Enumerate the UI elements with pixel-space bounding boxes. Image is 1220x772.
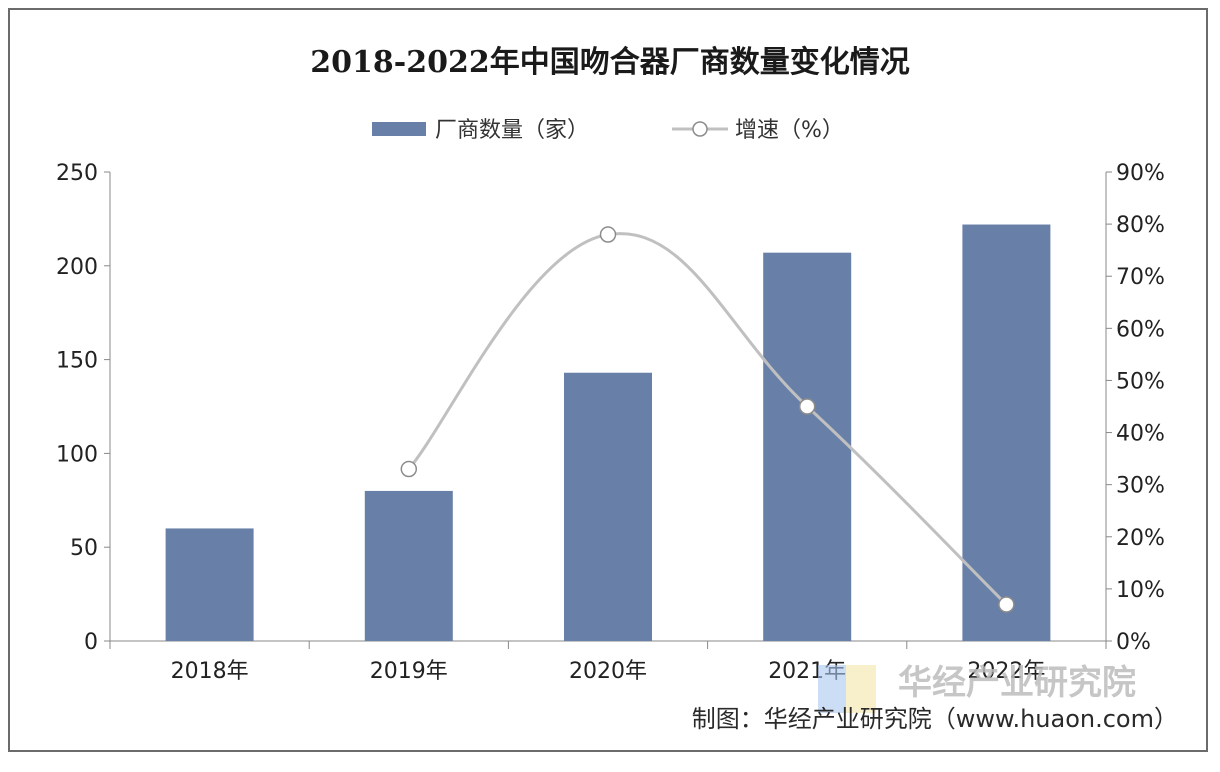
chart-title: 2018-2022年中国吻合器厂商数量变化情况	[310, 45, 909, 80]
bar-2019年	[364, 490, 453, 641]
source-note: 制图：华经产业研究院（www.huaon.com）	[692, 705, 1178, 733]
right-axis-tick-label: 40%	[1116, 422, 1165, 447]
bar-2020年	[564, 372, 652, 641]
x-axis-label: 2019年	[370, 659, 448, 684]
right-axis-tick-label: 0%	[1116, 630, 1151, 655]
right-axis-tick-label: 80%	[1116, 213, 1165, 238]
right-axis-tick-label: 50%	[1116, 369, 1165, 394]
legend-bar-swatch	[372, 122, 426, 136]
chart-svg: 2018-2022年中国吻合器厂商数量变化情况 厂商数量（家） 增速（%） 0 5…	[56, 45, 1178, 733]
watermark-text: 华经产业研究院	[898, 663, 1136, 703]
growth-point	[599, 226, 617, 243]
bar-2018年	[165, 528, 254, 641]
left-axis-tick-label: 0	[84, 630, 98, 655]
right-axis-tick-label: 90%	[1116, 161, 1165, 186]
right-axis-tick-label: 30%	[1116, 474, 1165, 499]
growth-point	[400, 460, 418, 478]
x-axis-label: 2020年	[569, 659, 647, 684]
left-axis-tick-label: 50	[70, 536, 98, 561]
left-axis-tick-label: 150	[56, 349, 98, 374]
growth-point	[998, 596, 1015, 613]
bar-series	[165, 224, 1051, 641]
watermark-logo	[818, 665, 846, 713]
growth-line	[407, 232, 1008, 606]
bar-2021年	[763, 252, 852, 641]
legend-line-label: 增速（%）	[735, 118, 844, 143]
chart-frame: 2018-2022年中国吻合器厂商数量变化情况 厂商数量（家） 增速（%） 0 5…	[8, 8, 1208, 752]
legend-line-marker	[692, 121, 708, 137]
bar-2022年	[962, 224, 1051, 641]
right-axis-tick-label: 10%	[1116, 578, 1165, 603]
x-axis-label: 2022年	[967, 659, 1045, 684]
watermark-logo-accent	[846, 665, 876, 713]
left-axis-tick-label: 250	[56, 161, 98, 186]
watermark: 华经产业研究院	[818, 663, 1136, 713]
axes: 0 50 100 150 200 250 0% 10% 20% 30% 40% 50% 60% 70% 80…	[56, 161, 1165, 655]
growth-point	[798, 398, 816, 415]
legend-bar-label: 厂商数量（家）	[435, 118, 589, 143]
left-axis-tick-label: 200	[56, 255, 98, 280]
x-axis-label: 2018年	[171, 659, 249, 684]
legend: 厂商数量（家） 增速（%）	[372, 118, 844, 143]
right-axis-tick-label: 70%	[1116, 265, 1165, 290]
left-axis-tick-label: 100	[56, 442, 98, 467]
right-axis-tick-label: 60%	[1116, 317, 1165, 342]
growth-line-series	[400, 226, 1015, 613]
right-axis-tick-label: 20%	[1116, 526, 1165, 551]
